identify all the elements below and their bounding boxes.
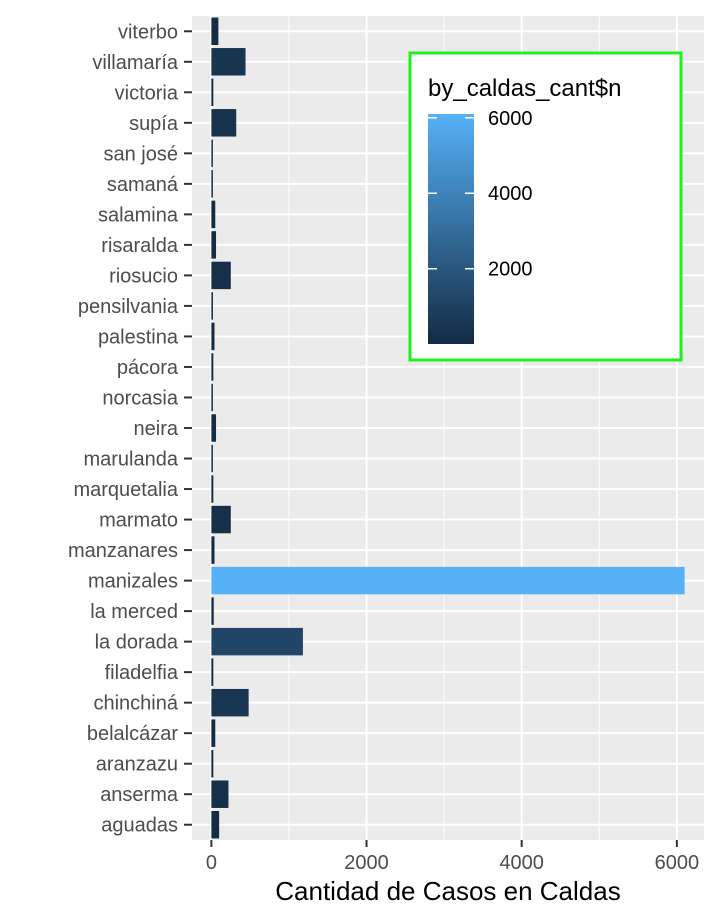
x-tick-label: 6000 xyxy=(655,852,700,874)
y-tick-label: san josé xyxy=(104,143,179,165)
bar xyxy=(211,170,213,198)
y-tick-label: risaralda xyxy=(101,235,179,257)
y-tick-label: pácora xyxy=(117,357,179,379)
bar xyxy=(211,658,214,686)
y-tick-label: norcasia xyxy=(102,387,178,409)
y-tick-label: marmato xyxy=(99,510,178,532)
y-tick-label: villamaría xyxy=(92,52,178,74)
legend-tick-label: 6000 xyxy=(488,108,533,130)
y-tick-label: salamina xyxy=(98,204,179,226)
bar xyxy=(211,627,303,656)
x-axis-title: Cantidad de Casos en Caldas xyxy=(275,876,620,906)
y-tick-label: anserma xyxy=(100,784,179,806)
y-tick-label: aguadas xyxy=(101,815,178,837)
bar xyxy=(211,383,213,412)
bar xyxy=(211,200,216,229)
bar xyxy=(211,414,217,442)
bar xyxy=(211,139,213,168)
bar xyxy=(211,109,237,137)
bar xyxy=(211,231,217,259)
y-tick-label: la merced xyxy=(90,601,178,623)
y-tick-label: aranzazu xyxy=(96,754,178,776)
bar xyxy=(211,475,214,503)
y-tick-label: marulanda xyxy=(83,449,178,471)
y-tick-label: supía xyxy=(129,113,179,135)
bar xyxy=(211,566,685,595)
bar xyxy=(211,48,246,76)
legend: by_caldas_cant$n 2000 4000 6000 xyxy=(408,51,683,362)
legend-tick-label: 4000 xyxy=(488,183,533,205)
y-axis: aguadas anserma aranzazu belalcázar chinchin… xyxy=(68,21,192,837)
x-tick-label: 4000 xyxy=(499,852,544,874)
bar xyxy=(211,17,219,45)
bar xyxy=(211,505,231,534)
y-tick-label: marquetalia xyxy=(73,479,178,501)
bar xyxy=(211,719,216,747)
bar xyxy=(211,811,220,839)
legend-title: by_caldas_cant$n xyxy=(428,75,621,102)
bar xyxy=(211,78,214,107)
x-tick-label: 0 xyxy=(206,852,217,874)
bar xyxy=(211,292,213,320)
bar xyxy=(211,322,215,351)
y-tick-label: filadelfia xyxy=(105,662,179,684)
y-tick-label: riosucio xyxy=(109,265,178,287)
y-tick-label: neira xyxy=(134,418,179,440)
bar xyxy=(211,749,214,778)
bar xyxy=(211,353,214,381)
legend-tick-label: 2000 xyxy=(488,259,533,281)
y-tick-label: chinchiná xyxy=(93,693,178,715)
y-tick-label: belalcázar xyxy=(87,723,179,745)
bar xyxy=(211,688,249,717)
bar xyxy=(211,261,231,290)
y-tick-label: samaná xyxy=(107,174,179,196)
x-axis: 0 2000 4000 6000 xyxy=(206,840,699,874)
y-tick-label: pensilvania xyxy=(78,296,179,318)
legend-ticks: 2000 4000 6000 xyxy=(428,108,533,281)
bar xyxy=(211,780,229,808)
legend-colorbar xyxy=(428,114,474,344)
x-tick-label: 2000 xyxy=(344,852,389,874)
y-tick-label: victoria xyxy=(115,82,179,104)
bar xyxy=(211,536,215,564)
bars xyxy=(211,17,685,839)
bar xyxy=(211,444,213,473)
bar xyxy=(211,597,214,625)
y-tick-label: manizales xyxy=(88,571,178,593)
y-tick-label: la dorada xyxy=(95,632,179,654)
y-tick-label: palestina xyxy=(98,326,179,348)
y-tick-label: manzanares xyxy=(68,540,178,562)
y-tick-label: viterbo xyxy=(118,21,178,43)
